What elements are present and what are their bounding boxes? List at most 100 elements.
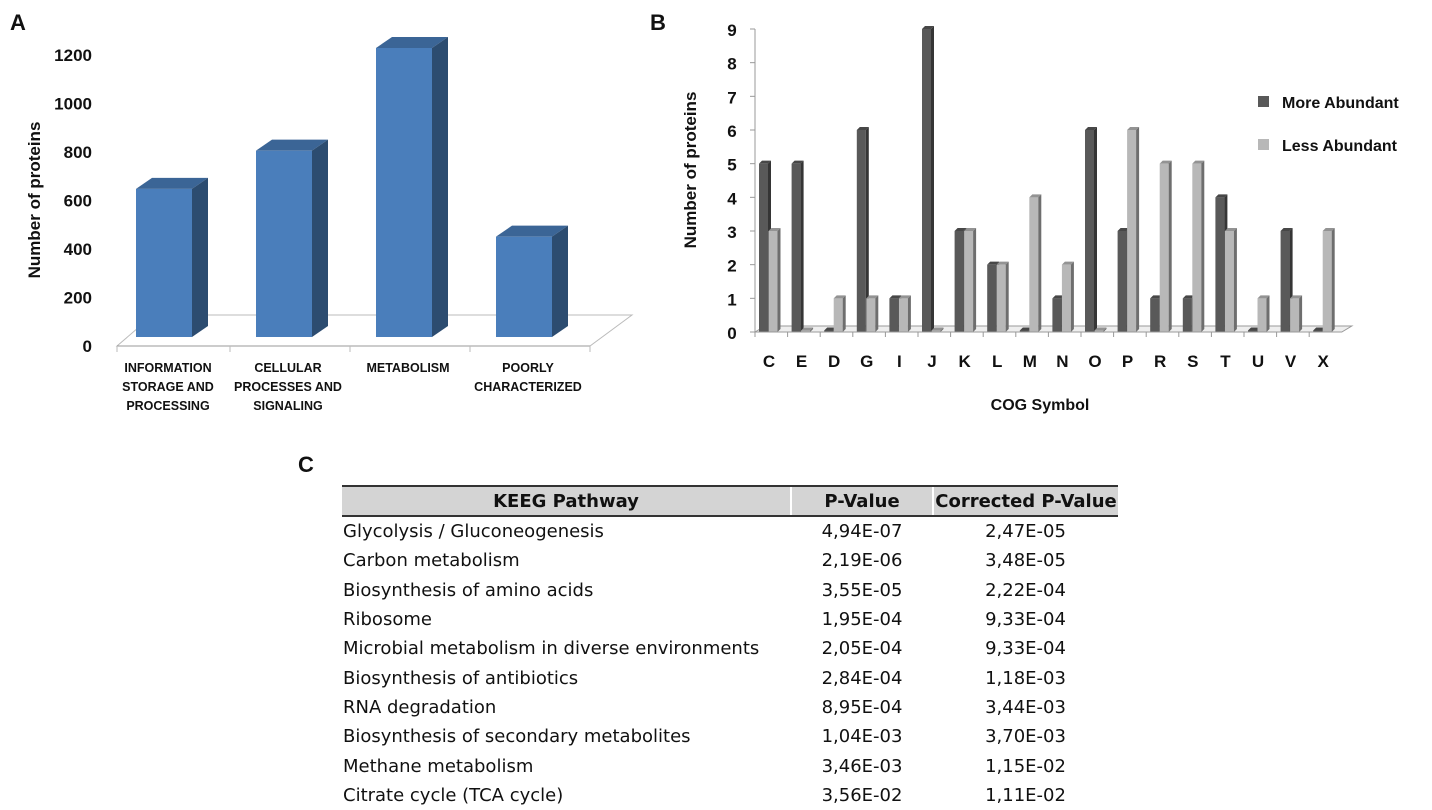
y-tick-label: 8: [727, 55, 736, 74]
y-tick-label: 600: [64, 192, 92, 211]
x-category-label: PROCESSING: [126, 399, 209, 413]
y-tick-label: 0: [83, 337, 92, 356]
pathway-cell: RNA degradation: [343, 696, 497, 718]
x-category-label: STORAGE AND: [122, 380, 214, 394]
bar-G-0-top: [856, 127, 869, 130]
bar-J-0-side: [931, 26, 934, 332]
corrected-p-value-cell: 3,44E-03: [985, 696, 1066, 718]
bar-S-0-front: [1182, 298, 1192, 332]
bar-O-0-top: [1085, 127, 1097, 130]
bar-1-top: [256, 139, 328, 151]
bar-N-1-top: [1061, 261, 1074, 265]
bar-U-0-top: [1248, 327, 1260, 331]
bar-0: [136, 177, 208, 337]
bar-M-0-front: [1019, 330, 1029, 332]
bar-L-1-front: [996, 264, 1006, 332]
bar-L-1: [996, 261, 1009, 332]
bar-I-1: [898, 295, 911, 332]
bar-3-front: [496, 236, 552, 337]
y-tick-label: 5: [727, 156, 736, 175]
p-value-cell: 3,56E-02: [821, 784, 903, 806]
y-tick-label: 2: [727, 257, 736, 276]
bar-J-0-front: [922, 29, 931, 332]
bar-K-1-side: [973, 228, 977, 332]
corrected-p-value-cell: 9,33E-04: [985, 638, 1066, 660]
bar-G-1-top: [866, 295, 879, 299]
bar-1-front: [256, 150, 312, 337]
bar-1: [256, 139, 328, 337]
bar-R-1: [1159, 160, 1172, 332]
x-category-label: R: [1154, 352, 1166, 371]
p-value-cell: 2,19E-06: [821, 550, 903, 572]
x-category-label: V: [1285, 352, 1297, 371]
bar-U-1-side: [1266, 295, 1270, 332]
x-category-label: L: [992, 352, 1002, 371]
chart-b: 0 1 2 3 4 5 6 7 8 9 Number of proteins C E D G I J K L M N O P…: [681, 21, 1399, 414]
x-category-label: PROCESSES AND: [234, 380, 342, 394]
bar-X-1-top: [1322, 228, 1335, 231]
x-category-label: CELLULAR: [254, 361, 321, 375]
bar-T-1-top: [1224, 228, 1237, 231]
bar-X-1-side: [1331, 228, 1335, 332]
bar-K-0-front: [954, 231, 964, 332]
y-tick-label: 1000: [54, 95, 92, 114]
bar-S-1-side: [1201, 160, 1205, 332]
bar-O-1: [1094, 327, 1107, 332]
bar-S-1-top: [1192, 160, 1205, 164]
x-category-label: E: [796, 352, 807, 371]
bar-L-0-top: [987, 261, 1000, 265]
y-tick-label: 1200: [54, 46, 92, 65]
x-category-label: X: [1318, 352, 1330, 371]
x-category-label: O: [1088, 352, 1101, 371]
bar-E-1: [801, 327, 814, 332]
bar-J-0: [922, 26, 934, 332]
bar-2-front: [376, 47, 432, 337]
bar-C-1-top: [768, 228, 781, 231]
pathway-cell: Carbon metabolism: [343, 550, 520, 572]
bar-T-1: [1224, 228, 1237, 332]
corrected-p-value-cell: 1,18E-03: [985, 667, 1066, 689]
bar-J-0-top: [922, 26, 934, 29]
table-row: RNA degradation 8,95E-04 3,44E-03: [342, 693, 1118, 722]
corrected-p-value-cell: 9,33E-04: [985, 609, 1066, 631]
bar-J-1-front: [931, 330, 941, 332]
bar-P-1-top: [1127, 127, 1140, 130]
corrected-p-value-cell: 3,70E-03: [985, 726, 1066, 748]
bar-V-1-front: [1290, 298, 1300, 332]
bar-V-1-side: [1299, 295, 1303, 332]
bar-L-0-front: [987, 264, 997, 332]
table-row: Methane metabolism 3,46E-03 1,15E-02: [342, 751, 1118, 780]
p-value-cell: 4,94E-07: [821, 521, 903, 543]
bar-D-1-top: [833, 295, 846, 299]
corrected-p-value-cell: 1,15E-02: [985, 755, 1066, 777]
y-tick-label: 3: [727, 223, 736, 242]
bar-E-0: [791, 160, 804, 332]
bar-I-1-side: [907, 295, 911, 332]
bar-C-0-front: [759, 163, 768, 332]
table-row: Biosynthesis of secondary metabolites 1,0…: [342, 722, 1118, 751]
bar-T-1-front: [1224, 231, 1234, 332]
y-tick-label: 7: [727, 88, 736, 107]
x-category-label: P: [1122, 352, 1133, 371]
bar-U-1: [1257, 295, 1270, 332]
bar-I-1-front: [898, 298, 908, 332]
bar-R-0-top: [1150, 295, 1163, 299]
x-category-label: N: [1056, 352, 1068, 371]
bar-D-1-front: [833, 298, 843, 332]
panel-a-label: A: [10, 10, 26, 35]
corrected-p-value-cell: 3,48E-05: [985, 550, 1066, 572]
legend-label: Less Abundant: [1282, 138, 1398, 155]
pathway-cell: Biosynthesis of amino acids: [343, 579, 594, 601]
corrected-p-value-cell: 2,22E-04: [985, 579, 1066, 601]
table-row: Carbon metabolism 2,19E-06 3,48E-05: [342, 546, 1118, 575]
bar-S-1-front: [1192, 163, 1202, 332]
x-category-label: S: [1187, 352, 1198, 371]
bar-P-0-top: [1117, 228, 1130, 231]
p-value-cell: 1,95E-04: [821, 609, 903, 631]
bar-J-1-side: [940, 327, 944, 332]
p-value-cell: 2,05E-04: [821, 638, 903, 660]
bar-E-1-front: [801, 330, 811, 332]
bar-K-1: [964, 228, 977, 332]
bar-T-1-side: [1233, 228, 1237, 332]
bar-G-0-front: [856, 130, 866, 332]
